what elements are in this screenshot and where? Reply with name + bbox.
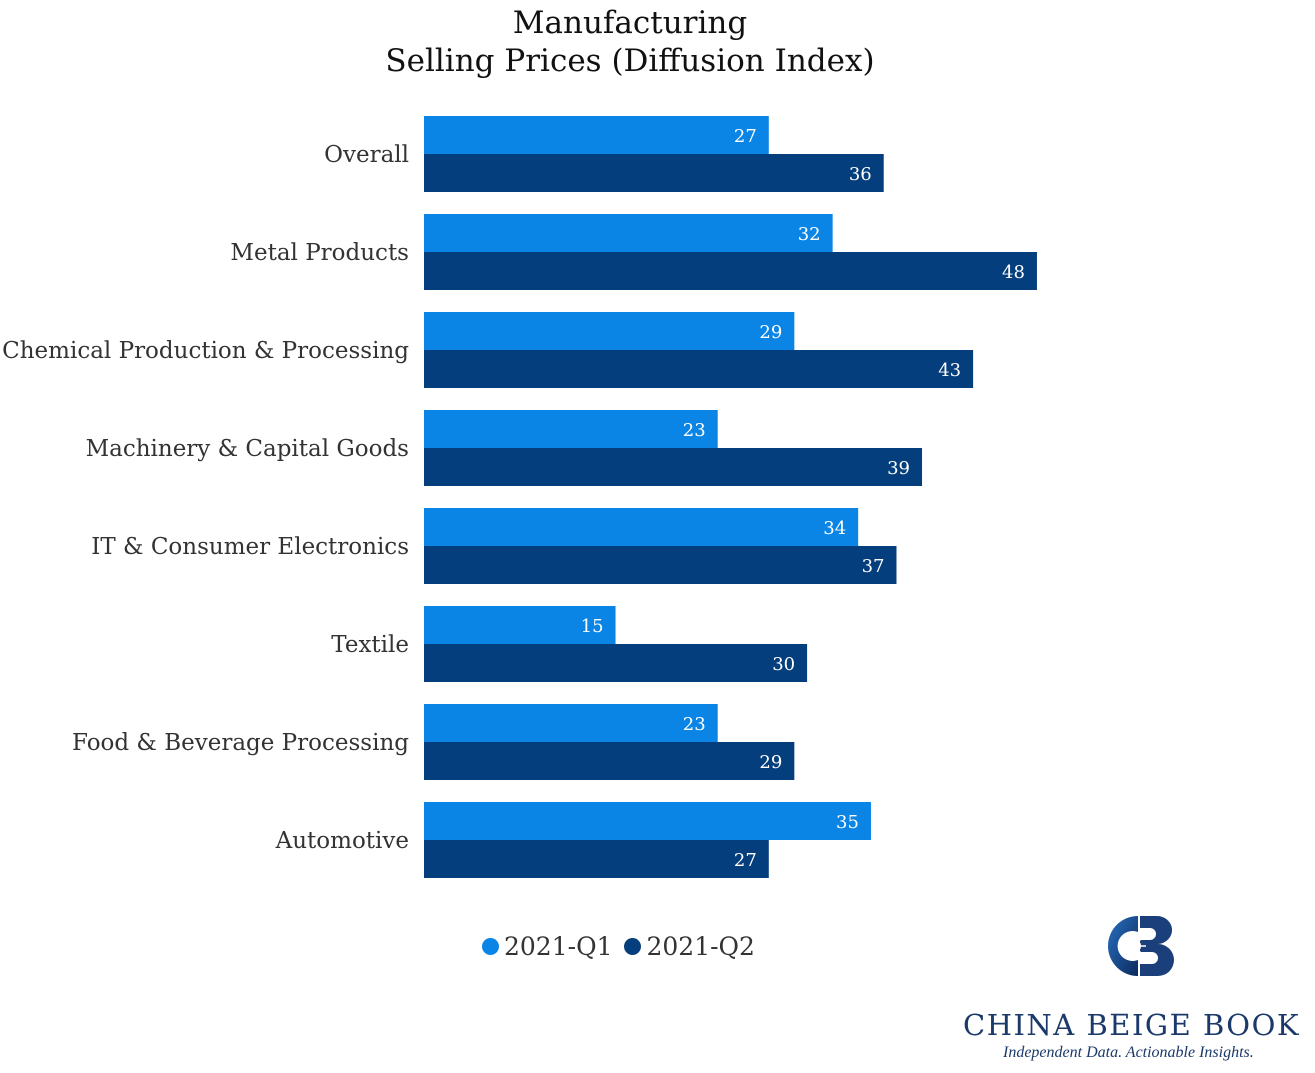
brand-name: CHINA BEIGE BOOK xyxy=(963,1008,1301,1042)
data-label-it-and-consumer-electronics-2021-q1: 34 xyxy=(823,518,846,539)
category-label-overall: Overall xyxy=(324,142,409,168)
legend-label-q1: 2021-Q1 xyxy=(504,931,613,961)
legend: 2021-Q1 2021-Q2 xyxy=(482,928,767,964)
category-label-chemical-production-and-processing: Chemical Production & Processing xyxy=(2,338,409,364)
bar-textile-2021-q1 xyxy=(424,606,616,644)
category-label-textile: Textile xyxy=(331,632,409,658)
data-label-textile-2021-q1: 15 xyxy=(581,616,604,637)
category-label-food-and-beverage-processing: Food & Beverage Processing xyxy=(72,730,409,756)
data-label-automotive-2021-q1: 35 xyxy=(836,812,859,833)
data-label-textile-2021-q2: 30 xyxy=(772,654,795,675)
data-label-overall-2021-q2: 36 xyxy=(849,164,872,185)
data-label-automotive-2021-q2: 27 xyxy=(734,850,757,871)
bar-textile-2021-q2 xyxy=(424,644,808,682)
bar-chemical-production-and-processing-2021-q2 xyxy=(424,350,974,388)
bar-machinery-and-capital-goods-2021-q2 xyxy=(424,448,923,486)
brand-tagline: Independent Data. Actionable Insights. xyxy=(1003,1044,1254,1061)
bar-food-and-beverage-processing-2021-q2 xyxy=(424,742,795,780)
brand-block: CHINA BEIGE BOOK Independent Data. Actio… xyxy=(955,912,1315,1072)
legend-label-q2: 2021-Q2 xyxy=(646,931,755,961)
bar-metal-products-2021-q1 xyxy=(424,214,833,252)
legend-dot-q2 xyxy=(624,937,642,955)
data-label-chemical-production-and-processing-2021-q2: 43 xyxy=(938,360,961,381)
data-label-it-and-consumer-electronics-2021-q2: 37 xyxy=(862,556,885,577)
bar-overall-2021-q1 xyxy=(424,116,769,154)
category-label-machinery-and-capital-goods: Machinery & Capital Goods xyxy=(86,436,409,462)
data-label-metal-products-2021-q2: 48 xyxy=(1002,262,1025,283)
bar-it-and-consumer-electronics-2021-q1 xyxy=(424,508,859,546)
bar-chart: Overall 27 36 Metal Products 32 48 Chemical Pr… xyxy=(2,116,1037,878)
chart-title-line1: Manufacturing xyxy=(512,5,748,41)
data-label-overall-2021-q1: 27 xyxy=(734,126,757,147)
bar-it-and-consumer-electronics-2021-q2 xyxy=(424,546,897,584)
category-label-it-and-consumer-electronics: IT & Consumer Electronics xyxy=(91,534,409,560)
bar-machinery-and-capital-goods-2021-q1 xyxy=(424,410,718,448)
category-label-automotive: Automotive xyxy=(275,828,409,854)
bar-overall-2021-q2 xyxy=(424,154,884,192)
legend-dot-q1 xyxy=(482,937,499,955)
category-label-metal-products: Metal Products xyxy=(230,240,409,266)
data-label-metal-products-2021-q1: 32 xyxy=(798,224,821,245)
china-beige-book-logo-icon xyxy=(1108,915,1174,976)
bar-metal-products-2021-q2 xyxy=(424,252,1037,290)
legend-item-q1: 2021-Q1 xyxy=(482,932,612,961)
bar-chemical-production-and-processing-2021-q1 xyxy=(424,312,795,350)
bar-food-and-beverage-processing-2021-q1 xyxy=(424,704,718,742)
bar-automotive-2021-q2 xyxy=(424,840,769,878)
chart-title: Manufacturing Selling Prices (Diffusion … xyxy=(330,4,930,80)
data-label-chemical-production-and-processing-2021-q1: 29 xyxy=(759,322,782,343)
data-label-food-and-beverage-processing-2021-q2: 29 xyxy=(759,752,782,773)
data-label-machinery-and-capital-goods-2021-q1: 23 xyxy=(683,420,706,441)
bar-automotive-2021-q1 xyxy=(424,802,871,840)
legend-item-q2: 2021-Q2 xyxy=(624,931,755,961)
data-label-machinery-and-capital-goods-2021-q2: 39 xyxy=(887,458,910,479)
chart-subtitle: Selling Prices (Diffusion Index) xyxy=(385,43,875,79)
data-label-food-and-beverage-processing-2021-q1: 23 xyxy=(683,714,706,735)
